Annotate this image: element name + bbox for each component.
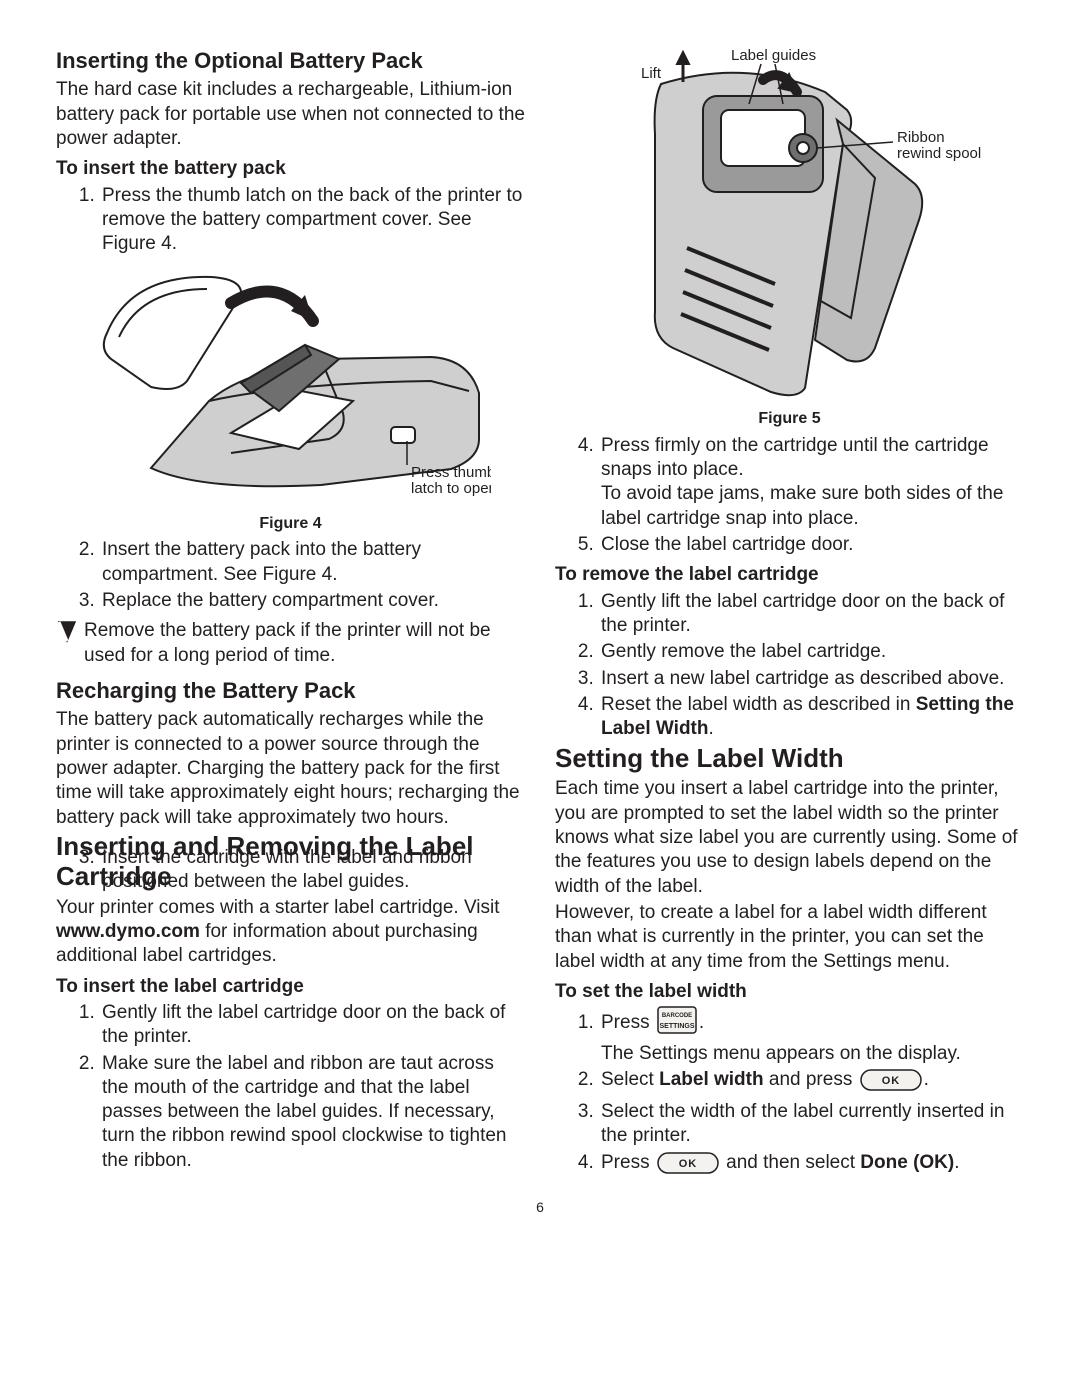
fig4-callout-l1: Press thumb (411, 464, 491, 481)
li-rem-2: Gently remove the label cartridge. (599, 640, 1024, 664)
li-cart-3: Insert the cartridge with the label and … (100, 846, 525, 895)
figure-5: Lift Label guides Ribbon rewind spool Fi… (555, 48, 1024, 430)
info-icon (56, 619, 78, 668)
li-sw-2: Select Label width and press OK . (599, 1068, 1024, 1098)
li-rem-3: Insert a new label cartridge as describe… (599, 667, 1024, 691)
li-cart-4: Press firmly on the cartridge until the … (599, 434, 1024, 531)
h3-recharging: Recharging the Battery Pack (56, 678, 525, 704)
h4-to-insert-cart: To insert the label cartridge (56, 975, 525, 999)
ol-set-width: Press BARCODE SETTINGS . The Settings me… (555, 1006, 1024, 1181)
page-number: 6 (56, 1199, 1024, 1217)
note-remove-battery: Remove the battery pack if the printer w… (56, 619, 525, 668)
svg-text:OK: OK (679, 1158, 698, 1170)
ol-insert-battery-cont: Insert the battery pack into the battery… (56, 538, 525, 613)
h2-set-label-width: Setting the Label Width (555, 744, 1024, 774)
li-batt-2: Insert the battery pack into the battery… (100, 538, 525, 587)
svg-text:Ribbon rewind spool: Ribbon rewind spool (897, 129, 981, 162)
p-ins-rem-cartridge: Your printer comes with a starter label … (56, 896, 525, 969)
p-set-width-2: However, to create a label for a label w… (555, 901, 1024, 974)
li-cart-5: Close the label cartridge door. (599, 533, 1024, 557)
p-set-width-1: Each time you insert a label cartridge i… (555, 777, 1024, 899)
h4-to-insert-battery: To insert the battery pack (56, 157, 525, 181)
li-cart-1: Gently lift the label cartridge door on … (100, 1001, 525, 1050)
figure-5-caption: Figure 5 (555, 409, 1024, 429)
svg-text:Press thumb latch to o: Press thumb latch to open (411, 464, 491, 497)
li-rem-1: Gently lift the label cartridge door on … (599, 590, 1024, 639)
ol-remove-cart: Gently lift the label cartridge door on … (555, 590, 1024, 742)
svg-text:BARCODE: BARCODE (662, 1013, 692, 1019)
li-batt-3: Replace the battery compartment cover. (100, 589, 525, 613)
ol-insert-cart-r: Insert the cartridge with the label and … (56, 846, 525, 895)
settings-key-icon: BARCODE SETTINGS (657, 1006, 697, 1041)
li-rem-4: Reset the label width as described in Se… (599, 693, 1024, 742)
fig5-lift: Lift (641, 65, 662, 82)
h4-to-remove-cart: To remove the label cartridge (555, 563, 1024, 587)
ol-insert-cart: Gently lift the label cartridge door on … (56, 1001, 525, 1173)
h4-to-set-width: To set the label width (555, 980, 1024, 1004)
li-batt-1: Press the thumb latch on the back of the… (100, 184, 525, 257)
ok-key-icon: OK (860, 1069, 922, 1098)
figure-4-caption: Figure 4 (56, 514, 525, 534)
svg-text:SETTINGS: SETTINGS (659, 1023, 694, 1030)
fig4-callout-l2: latch to open (411, 480, 491, 497)
li-sw-3: Select the width of the label currently … (599, 1100, 1024, 1149)
figure-4: Press thumb latch to open Figure 4 (56, 263, 525, 535)
h3-insert-battery: Inserting the Optional Battery Pack (56, 48, 525, 74)
fig5-guides: Label guides (731, 48, 816, 64)
p-recharging: The battery pack automatically recharges… (56, 708, 525, 830)
note-text: Remove the battery pack if the printer w… (84, 619, 525, 668)
li-sw-1: Press BARCODE SETTINGS . The Settings me… (599, 1006, 1024, 1066)
svg-text:OK: OK (881, 1075, 900, 1087)
ol-insert-battery: Press the thumb latch on the back of the… (56, 184, 525, 257)
ok-key-icon-2: OK (657, 1152, 719, 1181)
ol-insert-cart-r2: Press firmly on the cartridge until the … (555, 434, 1024, 558)
p-insert-battery: The hard case kit includes a rechargeabl… (56, 78, 525, 151)
li-cart-2: Make sure the label and ribbon are taut … (100, 1052, 525, 1174)
li-sw-4: Press OK and then select Done (OK). (599, 1151, 1024, 1181)
